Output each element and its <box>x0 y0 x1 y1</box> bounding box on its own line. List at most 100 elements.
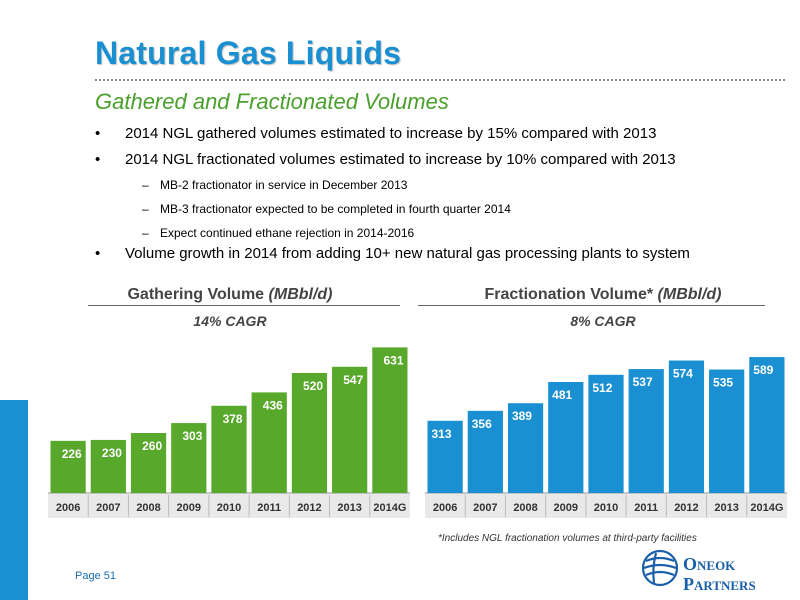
dash-symbol: – <box>142 202 149 216</box>
bullet-symbol: • <box>95 245 101 262</box>
page-title: Natural Gas Liquids <box>95 35 402 71</box>
bar <box>171 423 207 493</box>
gathering-cagr-label: 14% CAGR <box>193 313 267 329</box>
bar <box>251 392 287 493</box>
x-tick-label: 2010 <box>594 502 618 514</box>
bar <box>548 382 584 493</box>
bullet-item: • 2014 NGL gathered volumes estimated to … <box>95 125 656 142</box>
oneok-partners-logo: ONEOK PARTNERS <box>683 555 756 595</box>
fractionation-chart-title: Fractionation Volume* (MBbl/d) <box>418 286 788 304</box>
page-number: Page 51 <box>75 570 116 582</box>
data-label: 260 <box>142 439 162 453</box>
bullet-text: 2014 NGL fractionated volumes estimated … <box>125 151 676 168</box>
chart-title-unit: (MBbl/d) <box>268 286 333 303</box>
fractionation-volume-chart: 313 2006 356 2007 389 2008 481 2009 512 2010 537 20… <box>425 357 787 518</box>
title-divider <box>95 79 785 81</box>
bar <box>291 373 328 493</box>
logo-word: ARTNERS <box>694 578 756 593</box>
x-tick-label: 2010 <box>217 502 241 514</box>
dash-symbol: – <box>142 226 149 240</box>
bar <box>507 403 544 493</box>
data-label: 226 <box>62 447 82 461</box>
side-accent-bar <box>0 400 28 600</box>
bullet-text: Volume growth in 2014 from adding 10+ ne… <box>125 245 690 262</box>
sub-bullet-item: – MB-3 fractionator expected to be comple… <box>142 202 511 216</box>
data-label: 512 <box>592 381 612 395</box>
fractionation-title-rule <box>418 305 765 306</box>
x-tick-label: 2013 <box>337 502 361 514</box>
data-label: 436 <box>263 398 283 412</box>
bar <box>628 369 664 493</box>
bar <box>709 369 745 493</box>
data-label: 547 <box>343 373 363 387</box>
bar <box>211 405 247 493</box>
sub-bullet-item: – MB-2 fractionator in service in Decembe… <box>142 178 407 192</box>
logo-line-1: ONEOK <box>683 555 756 575</box>
chart-title-unit: (MBbl/d) <box>657 286 722 303</box>
footnote: *Includes NGL fractionation volumes at t… <box>438 533 697 544</box>
x-tick-label: 2006 <box>433 502 457 514</box>
x-tick-label: 2009 <box>177 502 201 514</box>
gathering-title-rule <box>88 305 400 306</box>
x-tick-label: 2008 <box>513 502 537 514</box>
x-tick-label: 2011 <box>257 502 281 514</box>
data-label: 230 <box>102 446 122 460</box>
data-label: 313 <box>432 427 452 441</box>
data-label: 378 <box>223 412 243 426</box>
bullet-symbol: • <box>95 125 101 142</box>
x-tick-label: 2012 <box>674 502 698 514</box>
x-tick-label: 2007 <box>473 502 497 514</box>
bar <box>50 440 86 493</box>
x-axis-band <box>48 493 410 518</box>
sub-bullet-text: MB-3 fractionator expected to be complet… <box>160 202 511 216</box>
data-label: 537 <box>633 375 653 389</box>
x-tick-label: 2007 <box>96 502 120 514</box>
chart-title-text: Fractionation Volume* <box>484 286 654 303</box>
bullet-item: • Volume growth in 2014 from adding 10+ n… <box>95 245 690 262</box>
data-label: 574 <box>673 367 693 381</box>
page-subtitle: Gathered and Fractionated Volumes <box>95 89 449 114</box>
bar <box>668 360 705 493</box>
bullet-item: • 2014 NGL fractionated volumes estimated… <box>95 151 676 168</box>
x-tick-label: 2011 <box>634 502 658 514</box>
x-tick-label: 2012 <box>297 502 321 514</box>
x-tick-label: 2009 <box>554 502 578 514</box>
data-label: 389 <box>512 409 532 423</box>
chart-title-text: Gathering Volume <box>127 286 265 303</box>
bullet-text: 2014 NGL gathered volumes estimated to i… <box>125 125 657 142</box>
logo-line-2: PARTNERS <box>683 575 756 595</box>
logo-word: NEOK <box>697 558 736 573</box>
x-tick-label: 2006 <box>56 502 80 514</box>
data-label: 356 <box>472 417 492 431</box>
data-label: 631 <box>383 353 403 367</box>
dash-symbol: – <box>142 178 149 192</box>
sub-bullet-text: Expect continued ethane rejection in 201… <box>160 226 415 240</box>
data-label: 589 <box>753 363 773 377</box>
gathering-volume-chart: 226 2006 230 2007 260 2008 303 2009 378 2010 436 20… <box>48 347 410 518</box>
data-label: 481 <box>552 388 572 402</box>
x-tick-label: 2014G <box>373 502 406 514</box>
fractionation-cagr-label: 8% CAGR <box>570 313 636 329</box>
bar <box>588 374 624 493</box>
data-label: 520 <box>303 379 323 393</box>
x-tick-label: 2008 <box>136 502 160 514</box>
data-label: 535 <box>713 376 733 390</box>
bar <box>427 420 463 493</box>
x-axis-band <box>425 493 787 518</box>
x-tick-label: 2014G <box>750 502 783 514</box>
oneok-logo-icon <box>641 549 679 587</box>
logo-initial: O <box>683 554 698 574</box>
data-label: 303 <box>182 429 202 443</box>
bar <box>372 347 408 493</box>
sub-bullet-item: – Expect continued ethane rejection in 20… <box>142 226 414 240</box>
bar <box>467 410 503 493</box>
bar <box>749 357 785 493</box>
bullet-symbol: • <box>95 151 101 168</box>
x-tick-label: 2013 <box>714 502 738 514</box>
bar <box>90 439 126 493</box>
sub-bullet-text: MB-2 fractionator in service in December… <box>160 178 408 192</box>
bar <box>130 433 167 493</box>
logo-initial: P <box>683 574 694 594</box>
gathering-chart-title: Gathering Volume (MBbl/d) <box>50 286 410 304</box>
bar <box>332 366 368 493</box>
